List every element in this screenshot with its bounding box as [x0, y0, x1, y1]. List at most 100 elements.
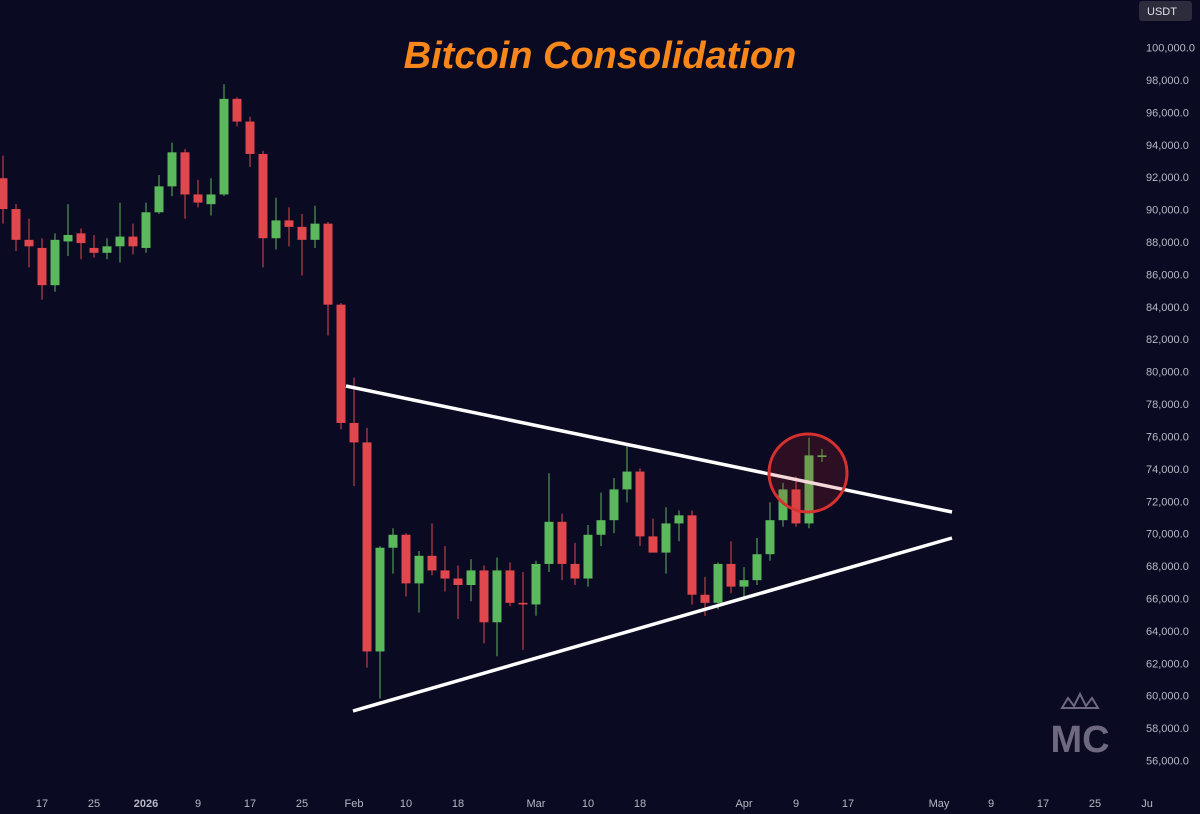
x-tick-label: 10	[400, 798, 412, 810]
y-tick-label: 92,000.0	[1146, 172, 1189, 184]
x-tick-label: 17	[244, 798, 256, 810]
candle-body	[466, 570, 476, 586]
y-tick-label: 56,000.0	[1146, 756, 1189, 768]
candle-body	[232, 98, 242, 122]
candle-body	[544, 521, 554, 564]
y-tick-label: 62,000.0	[1146, 658, 1189, 670]
candle-body	[76, 233, 86, 244]
x-tick-label: 17	[1037, 798, 1049, 810]
candle-body	[258, 153, 268, 239]
y-tick-label: 70,000.0	[1146, 529, 1189, 541]
candle-body	[414, 555, 424, 584]
candle-body	[24, 239, 34, 247]
y-tick-label: 64,000.0	[1146, 626, 1189, 638]
candle-body	[687, 515, 697, 595]
x-tick-label: Mar	[527, 798, 546, 810]
candle-body	[102, 246, 112, 253]
y-tick-label: 98,000.0	[1146, 75, 1189, 87]
x-tick-label: 17	[842, 798, 854, 810]
candle-body	[804, 455, 814, 524]
y-tick-label: 80,000.0	[1146, 367, 1189, 379]
candle-body	[50, 239, 60, 286]
x-tick-label: 18	[452, 798, 464, 810]
candle-body	[206, 194, 216, 205]
candle-body	[310, 223, 320, 240]
candle-body	[479, 570, 489, 623]
x-tick-label: 10	[582, 798, 594, 810]
candle-body	[271, 220, 281, 239]
breakout-circle	[767, 432, 849, 514]
candle-body	[89, 247, 99, 253]
candle-body	[245, 121, 255, 154]
candle-body	[37, 247, 47, 286]
x-tick-label: 25	[88, 798, 100, 810]
x-tick-label: May	[929, 798, 950, 810]
y-tick-label: 78,000.0	[1146, 399, 1189, 411]
candle-body	[219, 98, 229, 195]
x-tick-label: 2026	[134, 798, 158, 810]
x-tick-label: 9	[793, 798, 799, 810]
y-tick-label: 76,000.0	[1146, 431, 1189, 443]
candle-body	[648, 536, 658, 553]
candle-body	[115, 236, 125, 247]
candle-body	[362, 442, 372, 652]
candle-body	[531, 563, 541, 605]
x-tick-label: 17	[36, 798, 48, 810]
candle-body	[765, 520, 775, 555]
y-tick-label: 100,000.0	[1146, 43, 1195, 55]
x-tick-label: Apr	[735, 798, 752, 810]
y-tick-label: 94,000.0	[1146, 140, 1189, 152]
candle-body	[518, 602, 528, 605]
candle-body	[323, 223, 333, 305]
y-tick-label: 82,000.0	[1146, 334, 1189, 346]
x-tick-label: 9	[988, 798, 994, 810]
x-tick-label: 18	[634, 798, 646, 810]
currency-box	[1139, 1, 1192, 21]
candle-body	[505, 570, 515, 603]
candle-body	[609, 489, 619, 521]
candle-body	[154, 186, 164, 213]
logo: MC	[1050, 719, 1109, 761]
candle-body	[63, 234, 73, 242]
candle-body	[817, 455, 827, 457]
upper-trendline	[345, 384, 953, 514]
candle-body	[388, 534, 398, 548]
candle-body	[622, 471, 632, 490]
candle-body	[11, 209, 21, 240]
candle-body	[752, 554, 762, 581]
candles	[0, 84, 827, 699]
candle-body	[583, 534, 593, 579]
y-tick-label: 84,000.0	[1146, 302, 1189, 314]
candle-body	[596, 520, 606, 535]
candle-body	[700, 594, 710, 603]
candle-body	[713, 563, 723, 603]
candle-body	[284, 220, 294, 227]
candle-body	[674, 515, 684, 524]
candle-body	[401, 534, 411, 584]
x-tick-label: 9	[195, 798, 201, 810]
candle-body	[635, 471, 645, 537]
candle-body	[440, 570, 450, 579]
y-tick-label: 66,000.0	[1146, 593, 1189, 605]
x-tick-label: Ju	[1141, 798, 1153, 810]
currency-label: USDT	[1147, 6, 1177, 18]
y-tick-label: 68,000.0	[1146, 561, 1189, 573]
candle-body	[739, 580, 749, 587]
x-tick-label: 25	[1089, 798, 1101, 810]
candle-body	[726, 563, 736, 587]
x-tick-label: 25	[296, 798, 308, 810]
candle-body	[570, 563, 580, 579]
y-tick-label: 90,000.0	[1146, 205, 1189, 217]
candle-body	[427, 555, 437, 571]
y-tick-label: 96,000.0	[1146, 107, 1189, 119]
candle-body	[492, 570, 502, 623]
candle-body	[791, 489, 801, 524]
x-axis: 17 25 2026 9 17 25 Feb 10 18 Mar 10 18 Apr 9 17 May 9 17 2…	[36, 798, 1153, 810]
chart-title: Bitcoin Consolidation	[404, 35, 797, 77]
y-tick-label: 86,000.0	[1146, 269, 1189, 281]
y-tick-label: 74,000.0	[1146, 464, 1189, 476]
candle-body	[128, 236, 138, 247]
candle-body	[375, 547, 385, 652]
